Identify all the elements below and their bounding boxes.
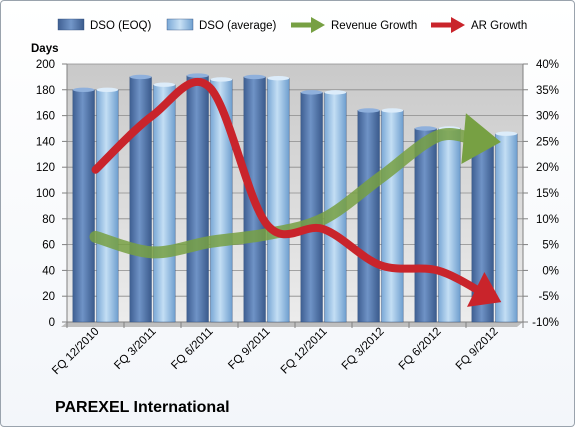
x-tick-label: FQ 9/2011 [226, 326, 272, 372]
legend-label: Revenue Growth [331, 20, 417, 32]
bar [96, 87, 119, 323]
y2-tick-label: 0% [542, 265, 559, 277]
y2-tick-label: 35% [536, 85, 559, 97]
bar-top [129, 74, 152, 80]
y2-tick-label: -10% [532, 317, 559, 329]
bar [267, 75, 290, 323]
bar-top [414, 126, 437, 131]
bar-top [357, 108, 380, 113]
y-axis-title: Days [31, 43, 59, 55]
legend-label: DSO (EOQ) [90, 20, 152, 32]
bar-body [357, 110, 380, 323]
x-tick-label: FQ 12/2010 [50, 326, 101, 377]
bar-body [186, 75, 209, 323]
legend-item: DSO (average) [166, 18, 277, 32]
bar-body [129, 76, 152, 323]
legend-item: AR Growth [431, 17, 527, 33]
y2-tick-label: 40% [536, 59, 559, 71]
y2-tick-label: 25% [536, 136, 559, 148]
y2-tick-label: -5% [539, 291, 559, 303]
y-tick-label: 160 [36, 111, 55, 123]
y2-tick-label: 30% [536, 111, 559, 123]
bar [129, 74, 152, 323]
bar [414, 126, 437, 323]
chart-title: PAREXEL International [55, 399, 230, 416]
bar-top [324, 90, 347, 95]
legend-swatch [166, 18, 194, 31]
x-tick-label: FQ 9/2012 [454, 326, 501, 373]
bar-body [414, 128, 437, 323]
bar [495, 131, 518, 323]
bar-top [72, 87, 95, 93]
bar-body [153, 84, 176, 323]
legend-item: DSO (EOQ) [57, 18, 152, 32]
x-tick-label: FQ 3/2012 [340, 326, 387, 373]
x-tick-label: FQ 3/2011 [112, 326, 158, 372]
y-tick-label: 20 [42, 291, 55, 303]
bar [381, 108, 404, 323]
y-tick-label: 80 [42, 214, 55, 226]
y2-tick-label: 15% [536, 188, 559, 200]
bar-body [267, 77, 290, 323]
plot-floor [61, 322, 523, 327]
y-tick-label: 140 [36, 136, 55, 148]
x-tick-label: FQ 6/2011 [169, 326, 215, 372]
legend-item: Revenue Growth [291, 17, 417, 33]
y-tick-label: 60 [42, 240, 55, 252]
legend-swatch [57, 18, 85, 31]
series-line [91, 77, 488, 298]
bar [72, 87, 95, 323]
y-tick-label: 40 [42, 265, 55, 277]
y2-tick-label: 5% [542, 240, 559, 252]
series-arrowhead [461, 113, 501, 165]
bar-top [186, 73, 209, 78]
bar-body [96, 89, 119, 323]
legend-arrowhead [451, 17, 465, 33]
bar [300, 90, 323, 323]
bar-body [438, 128, 461, 323]
x-tick-label: FQ 12/2011 [279, 326, 330, 377]
y-tick-label: 0 [49, 317, 55, 329]
y2-tick-label: 10% [536, 214, 559, 226]
bar-body [72, 89, 95, 323]
bar [186, 73, 209, 323]
bar-top [96, 87, 119, 93]
y-tick-label: 100 [36, 188, 55, 200]
bar [153, 82, 176, 323]
y2-tick-label: 20% [536, 162, 559, 174]
y-tick-label: 120 [36, 162, 55, 174]
y-tick-label: 180 [36, 85, 55, 97]
bar-top [300, 90, 323, 95]
bar-top [267, 75, 290, 81]
legend-label: DSO (average) [199, 20, 277, 32]
bar-top [381, 108, 404, 113]
legend-arrowhead [311, 17, 325, 33]
bar-top [153, 82, 176, 87]
legend-label: AR Growth [471, 20, 527, 32]
bar-body [300, 92, 323, 323]
bar [210, 77, 233, 323]
bar-body [495, 133, 518, 323]
bar-top [243, 74, 266, 80]
bar-top [210, 77, 233, 82]
y-tick-label: 200 [36, 59, 55, 71]
series-arrowhead [467, 271, 502, 307]
bar-body [381, 110, 404, 323]
bar-top [495, 131, 518, 136]
bar [438, 126, 461, 323]
x-tick-label: FQ 6/2012 [397, 326, 444, 373]
bar [357, 108, 380, 323]
